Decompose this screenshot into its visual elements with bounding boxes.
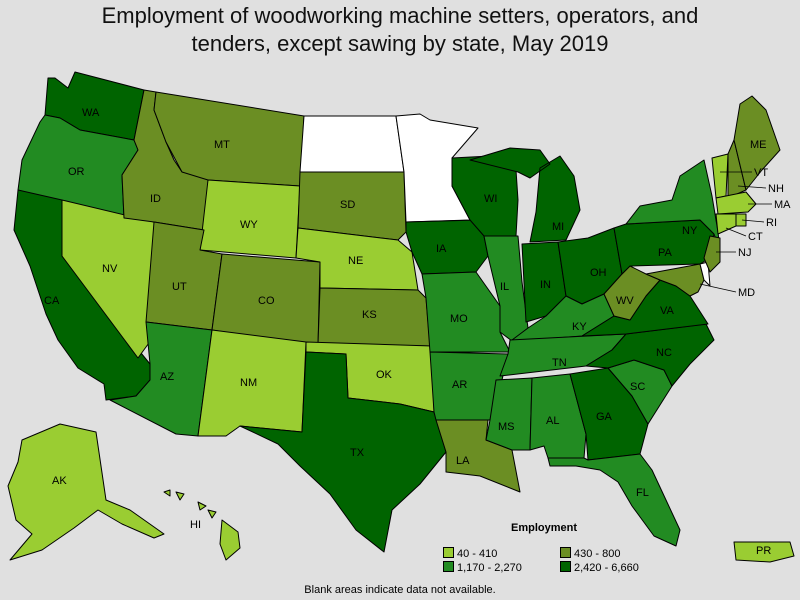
- state-sd[interactable]: [297, 171, 407, 241]
- label-il: IL: [500, 281, 509, 293]
- legend-swatch-4: [560, 561, 571, 572]
- label-tx: TX: [350, 447, 365, 459]
- label-in: IN: [540, 279, 551, 291]
- label-fl: FL: [636, 487, 649, 499]
- map-title-line-2: tenders, except sawing by state, May 201…: [191, 31, 609, 56]
- state-la[interactable]: [435, 419, 521, 493]
- footnote-no-data: Blank areas indicate data not available.: [304, 584, 496, 596]
- label-ia: IA: [436, 243, 447, 255]
- legend-label-4: 2,420 - 6,660: [574, 562, 639, 574]
- label-az: AZ: [160, 371, 174, 383]
- label-wa: WA: [82, 107, 100, 119]
- state-ak[interactable]: [7, 423, 165, 561]
- label-ca: CA: [44, 295, 60, 307]
- label-la: LA: [456, 455, 470, 467]
- label-id: ID: [150, 193, 161, 205]
- label-mt: MT: [214, 139, 230, 151]
- label-ri: RI: [766, 217, 777, 229]
- state-pr[interactable]: [733, 541, 795, 563]
- legend-item-3: 1,170 - 2,270: [443, 561, 522, 574]
- leader-md: [699, 283, 737, 293]
- label-ms: MS: [498, 421, 515, 433]
- label-ne: NE: [348, 255, 363, 267]
- label-or: OR: [68, 166, 85, 178]
- label-ga: GA: [596, 411, 613, 423]
- label-ks: KS: [362, 309, 377, 321]
- label-nv: NV: [102, 263, 118, 275]
- label-ct: CT: [748, 231, 763, 243]
- leader-ct: [725, 227, 747, 237]
- label-ky: KY: [572, 321, 587, 333]
- label-co: CO: [258, 295, 275, 307]
- label-ut: UT: [172, 281, 187, 293]
- label-ar: AR: [452, 379, 467, 391]
- map-title: Employment of woodworking machine setter…: [0, 2, 800, 58]
- label-sc: SC: [630, 381, 645, 393]
- label-wv: WV: [616, 295, 634, 307]
- state-nc[interactable]: [585, 323, 715, 387]
- legend-swatch-3: [443, 561, 454, 572]
- state-ny[interactable]: [625, 159, 721, 251]
- legend-item-2: 430 - 800: [560, 547, 620, 560]
- label-ny: NY: [682, 225, 698, 237]
- map-title-line-1: Employment of woodworking machine setter…: [101, 3, 699, 28]
- leader-ri: [741, 219, 765, 223]
- label-nj: NJ: [738, 247, 751, 259]
- state-hi[interactable]: [163, 489, 241, 561]
- label-wi: WI: [484, 193, 497, 205]
- leader-nh: [737, 185, 767, 189]
- label-hi: HI: [190, 519, 201, 531]
- label-sd: SD: [340, 199, 355, 211]
- state-vt[interactable]: [711, 153, 729, 199]
- legend-swatch-2: [560, 547, 571, 558]
- label-ma: MA: [774, 199, 791, 211]
- legend-swatch-1: [443, 547, 454, 558]
- state-nd[interactable]: [299, 115, 405, 173]
- label-pr: PR: [756, 545, 771, 557]
- label-al: AL: [546, 415, 559, 427]
- label-mo: MO: [450, 313, 468, 325]
- state-mo[interactable]: [421, 271, 511, 353]
- label-ok: OK: [376, 369, 393, 381]
- label-wy: WY: [240, 219, 258, 231]
- state-mi[interactable]: [469, 147, 581, 243]
- state-fl[interactable]: [547, 453, 681, 547]
- label-nm: NM: [240, 377, 257, 389]
- label-nc: NC: [656, 347, 672, 359]
- state-ri[interactable]: [735, 213, 747, 227]
- legend-label-2: 430 - 800: [574, 548, 621, 560]
- label-oh: OH: [590, 267, 607, 279]
- label-vt: VT: [754, 167, 768, 179]
- label-pa: PA: [658, 247, 673, 259]
- legend-item-1: 40 - 410: [443, 547, 497, 560]
- label-tn: TN: [552, 357, 567, 369]
- label-ak: AK: [52, 475, 67, 487]
- label-mi: MI: [552, 221, 564, 233]
- state-tx[interactable]: [239, 351, 447, 553]
- label-md: MD: [738, 287, 755, 299]
- legend-label-1: 40 - 410: [457, 548, 498, 560]
- legend-label-3: 1,170 - 2,270: [457, 562, 522, 574]
- state-ma[interactable]: [715, 191, 757, 215]
- legend-title: Employment: [511, 522, 578, 534]
- state-ia[interactable]: [405, 219, 489, 275]
- state-nj[interactable]: [703, 235, 721, 273]
- label-me: ME: [750, 139, 767, 151]
- label-nh: NH: [768, 183, 784, 195]
- legend-item-4: 2,420 - 6,660: [560, 561, 639, 574]
- label-va: VA: [660, 305, 675, 317]
